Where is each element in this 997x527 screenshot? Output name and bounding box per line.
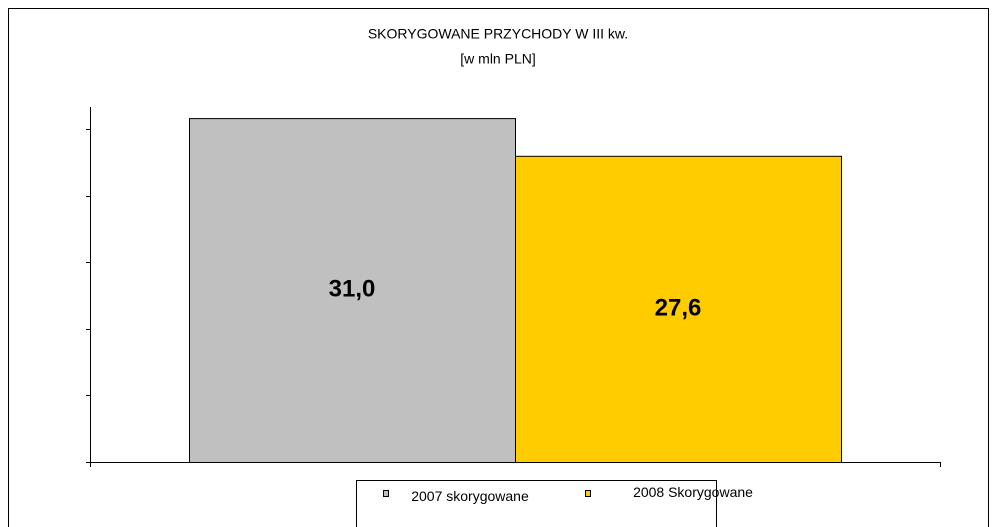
legend-label: 2007 skorygowane bbox=[411, 488, 529, 504]
chart-subtitle: [w mln PLN] bbox=[460, 51, 535, 67]
data-label: 27,6 bbox=[655, 294, 702, 321]
legend-swatch bbox=[383, 490, 389, 497]
bar bbox=[515, 155, 842, 463]
bar bbox=[189, 118, 516, 463]
legend-label: 2008 Skorygowane bbox=[633, 484, 753, 500]
data-label: 31,0 bbox=[329, 275, 376, 302]
legend-swatch bbox=[585, 490, 591, 497]
legend-box bbox=[356, 480, 717, 527]
chart-title: SKORYGOWANE PRZYCHODY W III kw. bbox=[368, 26, 628, 42]
